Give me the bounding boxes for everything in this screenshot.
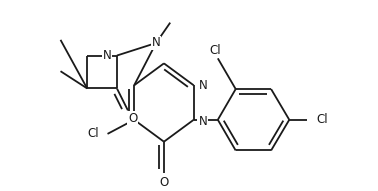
Text: N: N xyxy=(102,49,111,62)
Text: O: O xyxy=(128,112,137,125)
Text: Cl: Cl xyxy=(316,113,328,126)
Text: Cl: Cl xyxy=(209,44,220,57)
Text: Cl: Cl xyxy=(87,127,99,140)
Text: N: N xyxy=(198,115,207,128)
Text: N: N xyxy=(152,36,161,49)
Text: N: N xyxy=(199,79,208,92)
Text: O: O xyxy=(159,176,169,189)
